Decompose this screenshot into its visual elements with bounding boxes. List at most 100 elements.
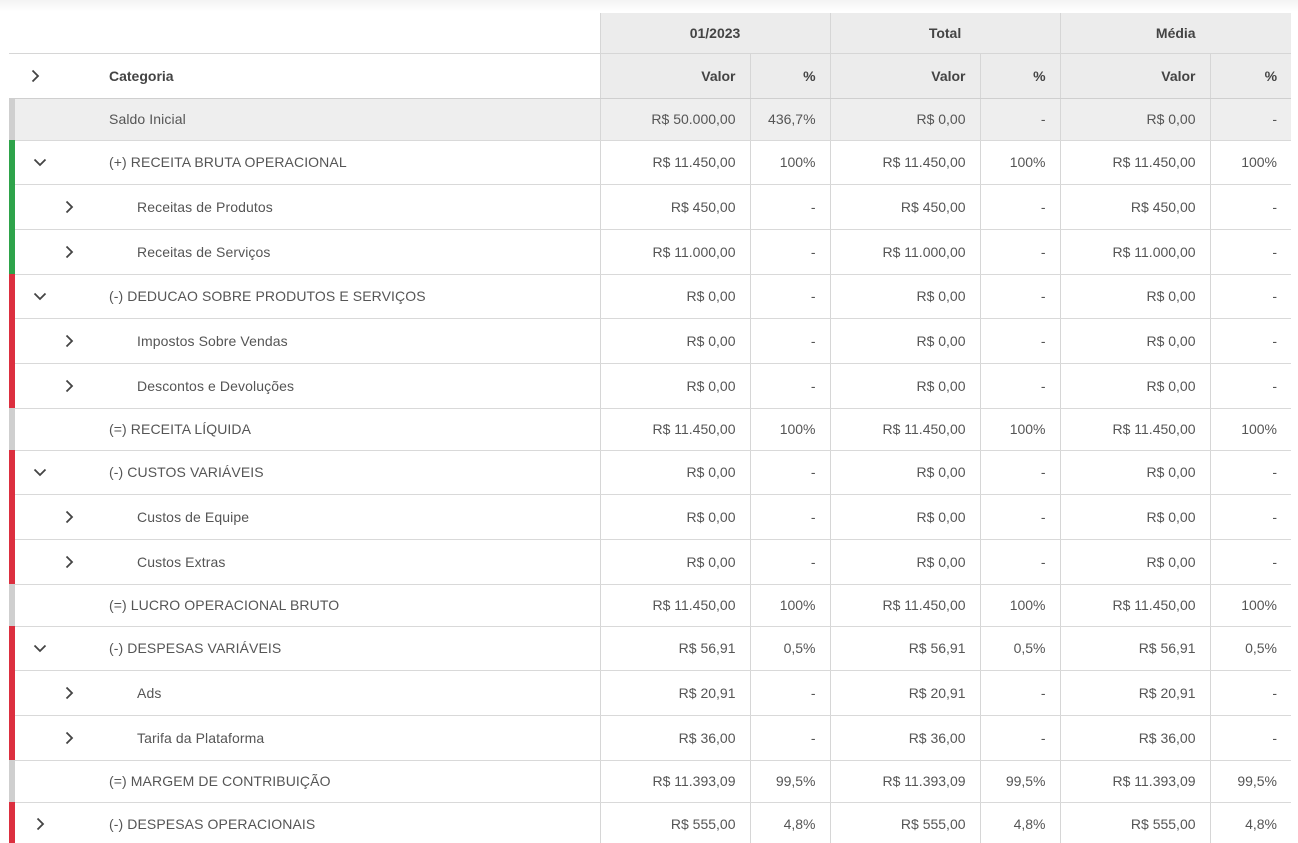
row-ads[interactable]: Ads R$ 20,91- R$ 20,91- R$ 20,91- bbox=[9, 669, 1292, 716]
row-toggle-cell[interactable] bbox=[9, 228, 109, 275]
chevron-down-icon[interactable] bbox=[33, 465, 47, 479]
percent-average-cell: 4,8% bbox=[1209, 802, 1292, 843]
row-despesas-variaveis[interactable]: (-) DESPESAS VARIÁVEIS R$ 56,91 0,5% R$ 56,… bbox=[9, 625, 1292, 671]
value-total-cell: R$ 11.000,00 bbox=[829, 229, 981, 275]
value-header-average[interactable]: Valor bbox=[1059, 53, 1211, 99]
row-toggle-cell[interactable] bbox=[9, 714, 109, 761]
value-average-cell: R$ 0,00 bbox=[1059, 274, 1211, 319]
category-color-bar bbox=[9, 759, 15, 803]
percent-month-cell: - bbox=[749, 274, 831, 319]
row-toggle-cell[interactable] bbox=[9, 139, 109, 185]
row-despesas-operacionais[interactable]: (-) DESPESAS OPERACIONAIS R$ 555,00 4,8% R$… bbox=[9, 801, 1292, 843]
row-custos-extras[interactable]: Custos Extras R$ 0,00- R$ 0,00- R$ 0,00- bbox=[9, 538, 1292, 585]
row-impostos-vendas[interactable]: Impostos Sobre Vendas R$ 0,00- R$ 0,00- R$ … bbox=[9, 317, 1292, 364]
percent-header-total[interactable]: % bbox=[979, 53, 1061, 99]
chevron-down-icon[interactable] bbox=[33, 289, 47, 303]
row-tarifa-plataforma[interactable]: Tarifa da Plataforma R$ 36,00- R$ 36,00- R$… bbox=[9, 714, 1292, 761]
row-toggle-cell[interactable] bbox=[9, 801, 109, 843]
value-total-cell: R$ 0,00 bbox=[829, 98, 981, 141]
row-toggle-cell[interactable] bbox=[9, 538, 109, 585]
row-toggle-cell[interactable] bbox=[9, 183, 109, 230]
chevron-right-icon[interactable] bbox=[62, 379, 76, 393]
category-color-bar bbox=[9, 273, 15, 319]
value-month-cell: R$ 0,00 bbox=[599, 318, 750, 364]
chevron-right-icon[interactable] bbox=[62, 731, 76, 745]
percent-total-cell: 99,5% bbox=[979, 760, 1061, 803]
value-total-cell: R$ 0,00 bbox=[829, 539, 981, 585]
category-color-bar bbox=[9, 449, 15, 495]
percent-total-cell: - bbox=[979, 450, 1061, 495]
percent-total-cell: - bbox=[979, 184, 1061, 230]
chevron-right-icon[interactable] bbox=[62, 245, 76, 259]
category-label: (-) DESPESAS OPERACIONAIS bbox=[109, 802, 600, 843]
period-header-month: 01/2023 bbox=[599, 13, 831, 54]
percent-total-cell: 0,5% bbox=[979, 626, 1061, 671]
category-label: (=) LUCRO OPERACIONAL BRUTO bbox=[109, 584, 600, 627]
expand-all-toggle[interactable] bbox=[9, 53, 109, 99]
chevron-right-icon[interactable] bbox=[62, 555, 76, 569]
category-label: (=) RECEITA LÍQUIDA bbox=[109, 408, 600, 451]
chevron-down-icon[interactable] bbox=[33, 641, 47, 655]
row-custos-variaveis[interactable]: (-) CUSTOS VARIÁVEIS R$ 0,00- R$ 0,00- R$ 0… bbox=[9, 449, 1292, 495]
category-color-bar bbox=[9, 801, 15, 843]
chevron-right-icon[interactable] bbox=[62, 686, 76, 700]
row-deducao[interactable]: (-) DEDUCAO SOBRE PRODUTOS E SERVIÇOS R$ … bbox=[9, 273, 1292, 319]
chevron-right-icon[interactable] bbox=[33, 817, 47, 831]
percent-header-month[interactable]: % bbox=[749, 53, 831, 99]
percent-average-cell: - bbox=[1209, 98, 1292, 141]
row-toggle-cell[interactable] bbox=[9, 362, 109, 409]
row-toggle-cell[interactable] bbox=[9, 493, 109, 540]
percent-total-cell: - bbox=[979, 363, 1061, 409]
category-label: (-) CUSTOS VARIÁVEIS bbox=[109, 450, 600, 495]
percent-average-cell: 99,5% bbox=[1209, 760, 1292, 803]
value-month-cell: R$ 11.393,09 bbox=[599, 760, 750, 803]
value-average-cell: R$ 36,00 bbox=[1059, 715, 1211, 761]
percent-average-cell: - bbox=[1209, 670, 1292, 716]
chevron-down-icon[interactable] bbox=[33, 155, 47, 169]
percent-average-cell: - bbox=[1209, 494, 1292, 540]
top-shadow bbox=[0, 0, 1298, 12]
percent-average-cell: - bbox=[1209, 229, 1292, 275]
chevron-right-icon[interactable] bbox=[62, 200, 76, 214]
value-header-total[interactable]: Valor bbox=[829, 53, 981, 99]
percent-month-cell: - bbox=[749, 450, 831, 495]
value-month-cell: R$ 20,91 bbox=[599, 670, 750, 716]
percent-month-cell: - bbox=[749, 715, 831, 761]
percent-month-cell: 0,5% bbox=[749, 626, 831, 671]
row-toggle-cell[interactable] bbox=[9, 449, 109, 495]
value-average-cell: R$ 0,00 bbox=[1059, 450, 1211, 495]
chevron-right-icon[interactable] bbox=[62, 510, 76, 524]
percent-month-cell: - bbox=[749, 539, 831, 585]
value-total-cell: R$ 11.450,00 bbox=[829, 584, 981, 627]
category-header[interactable]: Categoria bbox=[109, 53, 600, 99]
percent-month-cell: - bbox=[749, 229, 831, 275]
percent-header-average[interactable]: % bbox=[1209, 53, 1292, 99]
row-toggle-cell[interactable] bbox=[9, 669, 109, 716]
chevron-right-icon[interactable] bbox=[28, 69, 42, 83]
row-toggle-cell[interactable] bbox=[9, 625, 109, 671]
row-receitas-servicos[interactable]: Receitas de Serviços R$ 11.000,00- R$ 11.0… bbox=[9, 228, 1292, 275]
percent-total-cell: - bbox=[979, 318, 1061, 364]
value-month-cell: R$ 0,00 bbox=[599, 539, 750, 585]
percent-average-cell: - bbox=[1209, 184, 1292, 230]
period-header-row: 01/2023 Total Média bbox=[9, 13, 1292, 54]
value-month-cell: R$ 0,00 bbox=[599, 494, 750, 540]
category-label: Receitas de Produtos bbox=[109, 184, 600, 230]
row-custos-equipe[interactable]: Custos de Equipe R$ 0,00- R$ 0,00- R$ 0,00- bbox=[9, 493, 1292, 540]
row-receita-bruta[interactable]: (+) RECEITA BRUTA OPERACIONAL R$ 11.450,0… bbox=[9, 139, 1292, 185]
period-header-total: Total bbox=[829, 13, 1061, 54]
row-receita-liquida: (=) RECEITA LÍQUIDA R$ 11.450,00 100% R$ 11… bbox=[9, 407, 1292, 451]
percent-average-cell: - bbox=[1209, 363, 1292, 409]
row-descontos-devolucoes[interactable]: Descontos e Devoluções R$ 0,00- R$ 0,00- R$… bbox=[9, 362, 1292, 409]
percent-average-cell: - bbox=[1209, 539, 1292, 585]
row-toggle-cell[interactable] bbox=[9, 273, 109, 319]
value-header-month[interactable]: Valor bbox=[599, 53, 750, 99]
row-receitas-produtos[interactable]: Receitas de Produtos R$ 450,00- R$ 450,00-… bbox=[9, 183, 1292, 230]
value-month-cell: R$ 11.450,00 bbox=[599, 140, 750, 185]
percent-month-cell: - bbox=[749, 184, 831, 230]
category-label: (-) DESPESAS VARIÁVEIS bbox=[109, 626, 600, 671]
row-toggle-cell[interactable] bbox=[9, 317, 109, 364]
percent-average-cell: 0,5% bbox=[1209, 626, 1292, 671]
chevron-right-icon[interactable] bbox=[62, 334, 76, 348]
percent-total-cell: - bbox=[979, 274, 1061, 319]
